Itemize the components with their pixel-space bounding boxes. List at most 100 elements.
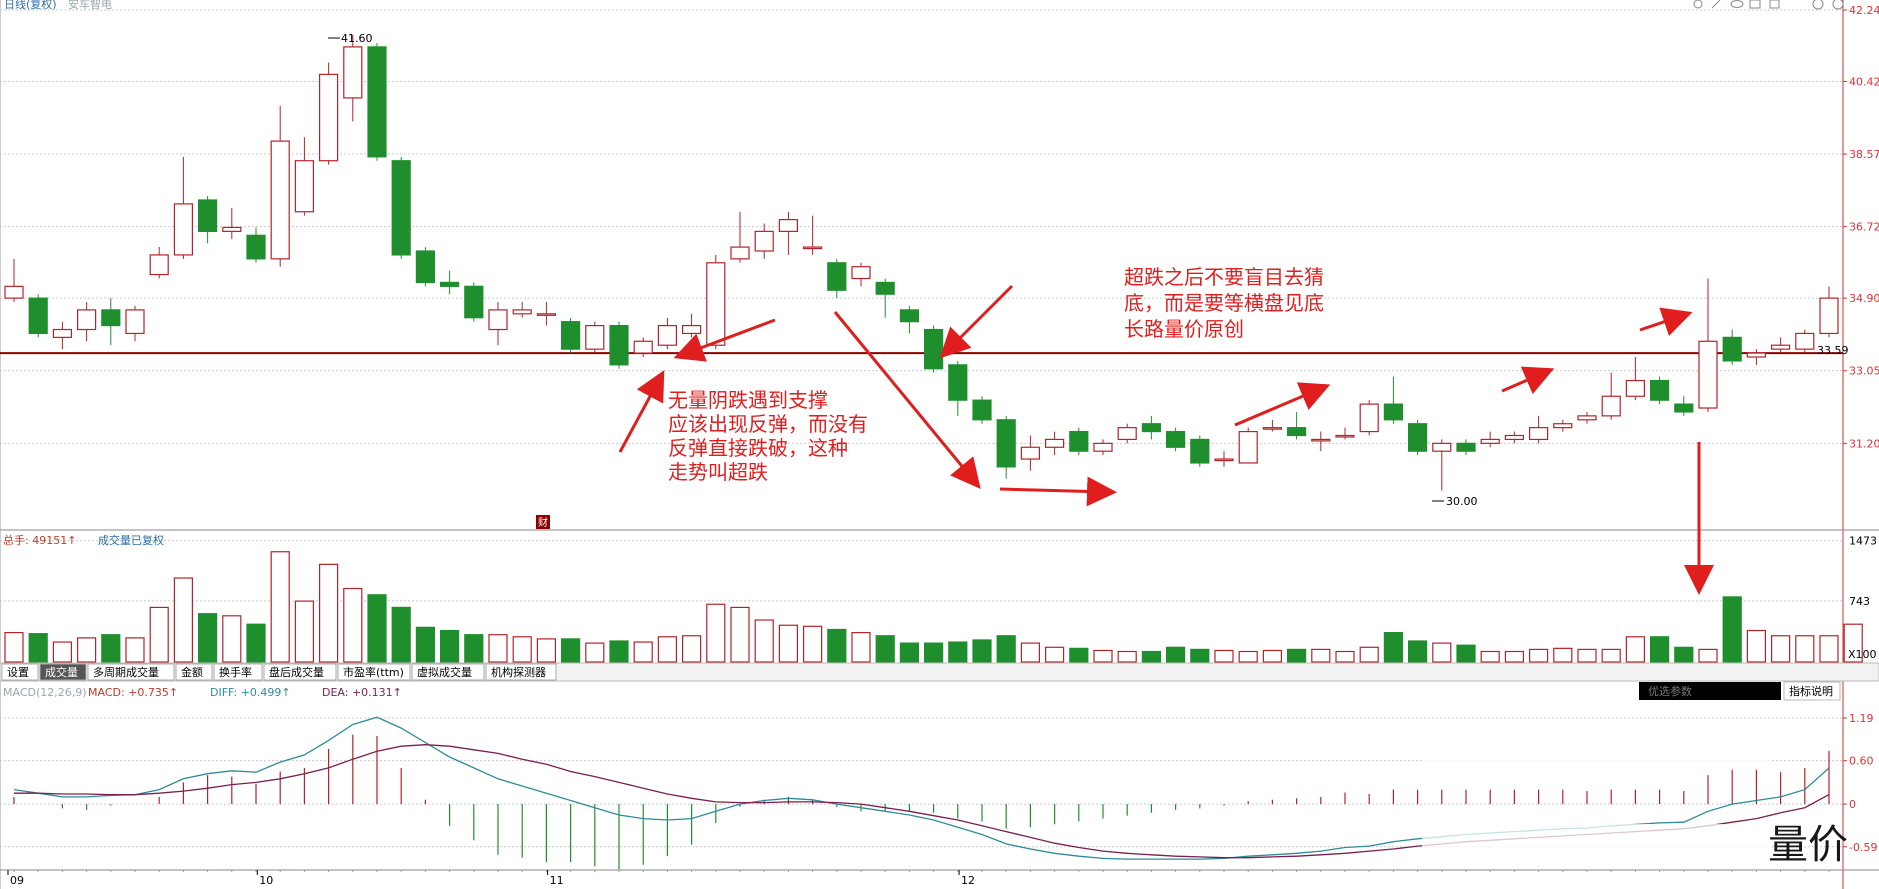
volume-bar: [1698, 648, 1718, 663]
candle: [1795, 329, 1815, 354]
price-axis: 42.24 40.42 38.57 36.72 34.90 33.05 31.20: [1843, 4, 1879, 450]
tab-label: 市盈率(ttm): [343, 665, 404, 679]
arrow-to-support: [673, 318, 776, 362]
price-tick-label: 38.57: [1849, 148, 1879, 161]
volume-bar: [270, 551, 290, 663]
tab-5[interactable]: 盘后成交量: [263, 663, 337, 681]
zoom-in-icon[interactable]: [1812, 0, 1824, 10]
candle: [512, 302, 532, 318]
tab-7[interactable]: 虚拟成交量: [411, 663, 485, 681]
arrow-breakdown-down: [833, 311, 981, 489]
tab-3[interactable]: 金额: [175, 663, 213, 681]
volume-bar: [440, 629, 460, 663]
tab-label: 换手率: [219, 665, 252, 679]
candle: [1117, 423, 1137, 444]
tab-2[interactable]: 多周期成交量: [87, 663, 175, 681]
window-icon[interactable]: [1749, 0, 1761, 9]
volume-bar: [294, 600, 314, 663]
volume-bar: [633, 641, 653, 663]
candle: [827, 258, 847, 299]
note-1-line-1: 无量阴跌遇到支撑: [668, 388, 828, 412]
arrow-rise-1: [1234, 382, 1331, 427]
zoom-out-icon[interactable]: [1832, 0, 1844, 10]
macd-tick-label: -0.59: [1849, 841, 1877, 854]
volume-bar: [1407, 640, 1428, 663]
maximize-icon[interactable]: [1769, 0, 1780, 9]
volume-total-label: 总手: 49151↑: [3, 533, 76, 547]
note-1-line-3: 反弹直接跌破，这种: [668, 436, 848, 460]
candle: [319, 62, 339, 165]
pen-icon[interactable]: [1711, 0, 1721, 9]
candle: [560, 317, 581, 354]
volume-bar: [101, 634, 121, 663]
candle: [464, 282, 484, 322]
macd-tick-label: 0: [1849, 798, 1856, 811]
volume-bar: [1165, 646, 1186, 663]
candle: [294, 137, 314, 216]
eye-icon[interactable]: [1730, 0, 1744, 8]
finance-marker-label: 财: [538, 516, 548, 529]
volume-bar: [1117, 650, 1137, 663]
volume-bar: [4, 631, 24, 663]
diff-value-label: DIFF: +0.499↑: [210, 686, 291, 699]
price-tick-label: 36.72: [1849, 221, 1879, 234]
volume-bar: [1335, 650, 1355, 663]
tab-8[interactable]: 机构探测器: [485, 663, 557, 681]
candle: [609, 321, 629, 369]
volume-bar: [609, 640, 629, 663]
candle: [1238, 427, 1258, 464]
tab-1[interactable]: 成交量: [39, 663, 87, 681]
volume-bar: [343, 587, 363, 663]
volume-bar: [1093, 649, 1113, 663]
volume-bar: [1069, 647, 1089, 663]
candle: [657, 317, 678, 350]
volume-bars: [4, 551, 1863, 663]
volume-bar: [125, 637, 145, 663]
candle: [343, 35, 363, 122]
indicator-help-button[interactable]: 指标说明: [1783, 681, 1841, 701]
tab-label: 成交量: [45, 665, 78, 679]
volume-bar: [585, 642, 605, 663]
arrow-flat-1: [999, 476, 1117, 507]
candle: [1383, 376, 1404, 424]
tab-4[interactable]: 换手率: [213, 663, 263, 681]
volume-bar: [1843, 623, 1863, 663]
settings-icon[interactable]: [1693, 0, 1703, 9]
volume-bar: [1674, 646, 1694, 663]
volume-bar: [1722, 596, 1742, 663]
price-tick-label: 34.90: [1849, 292, 1879, 305]
finance-marker: 财: [536, 515, 550, 529]
volume-bar: [851, 631, 871, 663]
volume-bar: [198, 613, 218, 663]
blur-overlay-2: [1422, 824, 1772, 866]
volume-bar: [28, 633, 48, 663]
date-label: 09: [10, 874, 24, 887]
volume-bar: [560, 638, 581, 663]
annotation-note-1: 无量阴跌遇到支撑 应该出现反弹，而没有 反弹直接跌破，这种 走势叫超跌: [668, 388, 868, 484]
candle: [198, 196, 218, 244]
macd-param-dropdown[interactable]: 优选参数: [1639, 682, 1781, 700]
note-2-line-2: 底，而是要等横盘见底: [1124, 291, 1324, 315]
tab-label: 盘后成交量: [269, 665, 324, 679]
candle: [1262, 419, 1283, 432]
volume-bar: [1238, 650, 1258, 663]
tab-0[interactable]: 设置: [1, 663, 39, 681]
macd-param-dropdown-text: 优选参数: [1648, 684, 1692, 698]
candle: [972, 396, 992, 424]
volume-bar: [1311, 648, 1331, 663]
volume-bar: [1456, 644, 1476, 663]
candle: [76, 302, 97, 342]
candle: [1311, 431, 1331, 452]
volume-bar: [391, 606, 411, 663]
note-1-line-4: 走势叫超跌: [668, 460, 768, 484]
price-tick-label: 31.20: [1849, 437, 1879, 450]
candle: [1044, 431, 1065, 456]
tab-label: 虚拟成交量: [417, 665, 472, 679]
volume-bar: [1020, 642, 1041, 663]
candle: [1553, 419, 1573, 432]
volume-bar: [1649, 636, 1670, 663]
volume-adjusted-label: 成交量已复权: [98, 533, 164, 547]
tab-6[interactable]: 市盈率(ttm): [337, 663, 411, 681]
volume-bar: [1577, 648, 1597, 663]
